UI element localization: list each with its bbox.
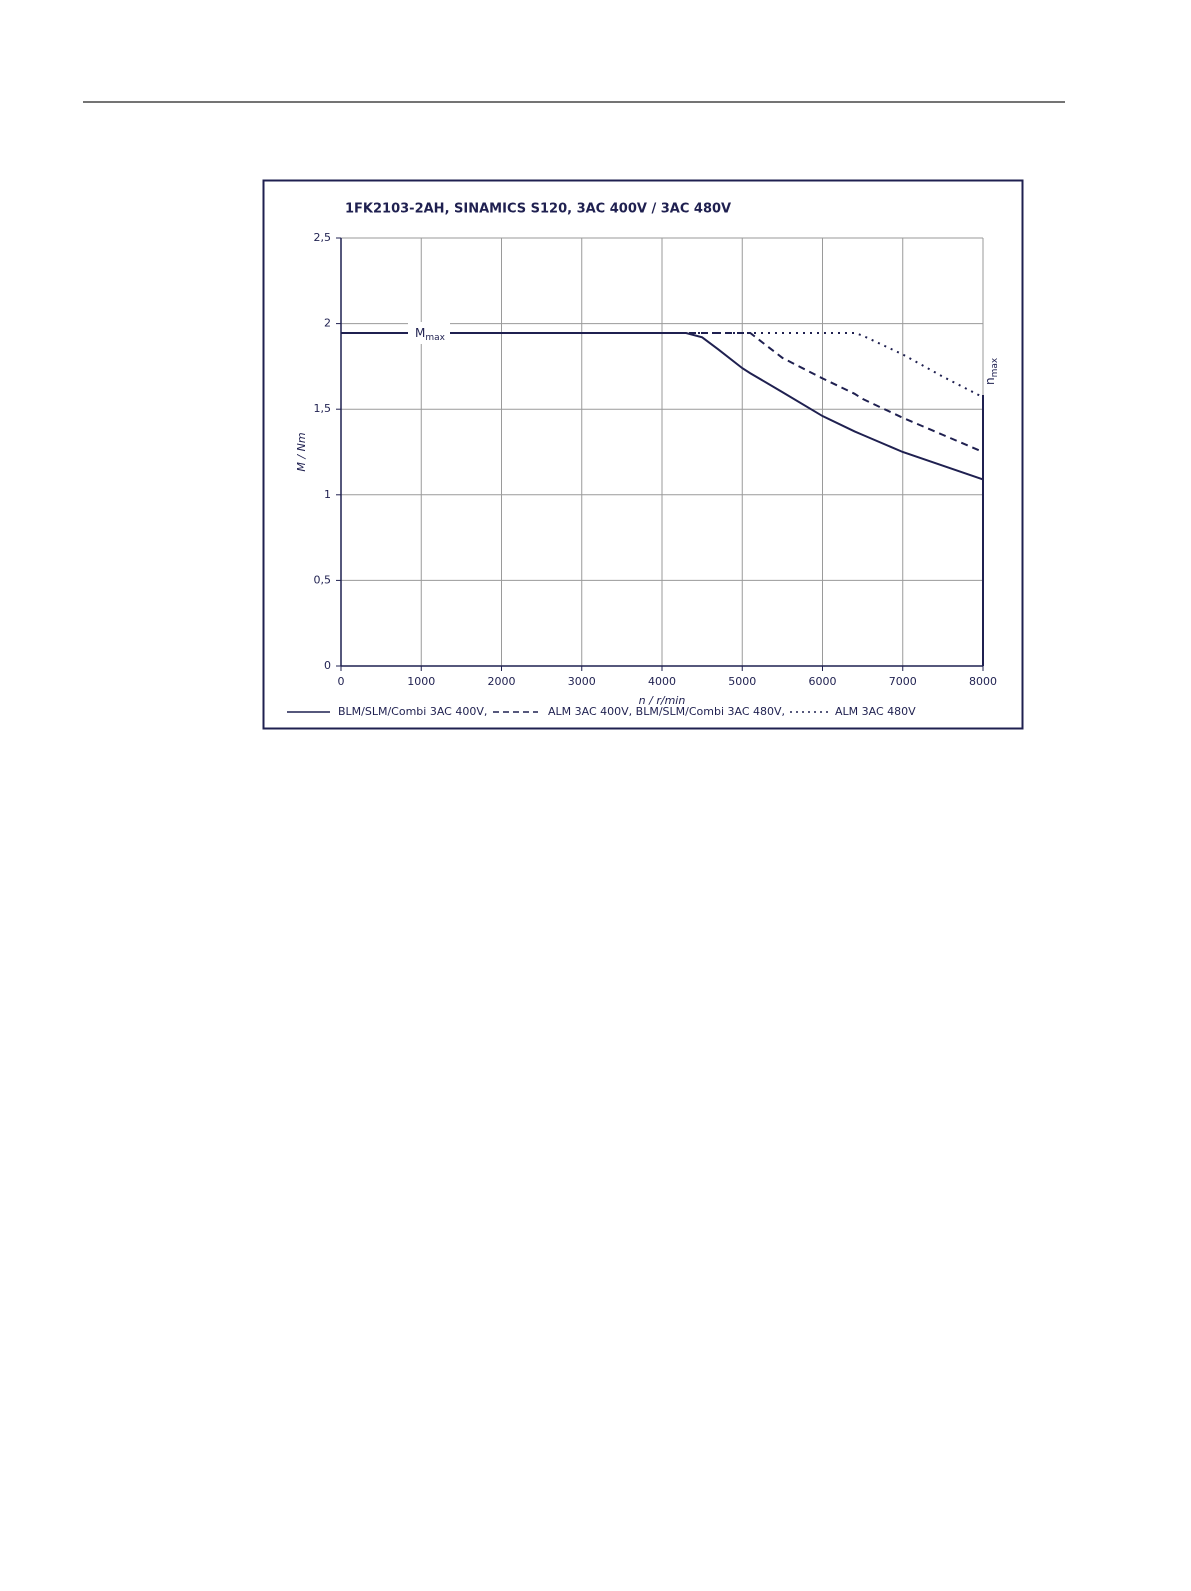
annotation-text: n [983, 377, 997, 385]
annotation-subscript: max [425, 333, 445, 343]
legend-label: ALM 3AC 480V [835, 705, 916, 718]
x-tick-label: 7000 [889, 675, 917, 688]
annotation-text: M [415, 326, 425, 340]
series-line [341, 332, 984, 399]
annotation-subscript: max [990, 357, 1000, 377]
x-axis-label: n / r/min [639, 694, 686, 707]
x-tick-label: 6000 [809, 675, 837, 688]
legend-label: BLM/SLM/Combi 3AC 400V, [338, 705, 487, 718]
x-tick-label: 1000 [407, 675, 435, 688]
chart-title: 1FK2103-2AH, SINAMICS S120, 3AC 400V / 3… [345, 202, 731, 217]
x-tick-label: 2000 [488, 675, 516, 688]
x-tick-label: 5000 [728, 675, 756, 688]
series-line [341, 332, 984, 453]
chart-frame [262, 179, 1024, 730]
x-tick-label: 4000 [648, 675, 676, 688]
y-axis-label: M / Nm [295, 432, 308, 471]
x-tick-label: 3000 [568, 675, 596, 688]
legend-label: ALM 3AC 400V, BLM/SLM/Combi 3AC 480V, [548, 705, 785, 718]
y-tick-label: 1,5 [314, 402, 332, 415]
y-tick-label: 2 [324, 317, 331, 330]
annotation-bg [408, 322, 450, 344]
annotation: nmax [983, 357, 1000, 385]
series-line [341, 332, 984, 481]
x-tick-label: 8000 [969, 675, 997, 688]
y-tick-label: 1 [324, 488, 331, 501]
y-tick-label: 2,5 [314, 231, 332, 244]
x-tick-label: 0 [338, 675, 345, 688]
y-tick-label: 0,5 [314, 573, 332, 586]
annotation: Mmax [415, 326, 446, 343]
y-tick-label: 0 [324, 659, 331, 672]
